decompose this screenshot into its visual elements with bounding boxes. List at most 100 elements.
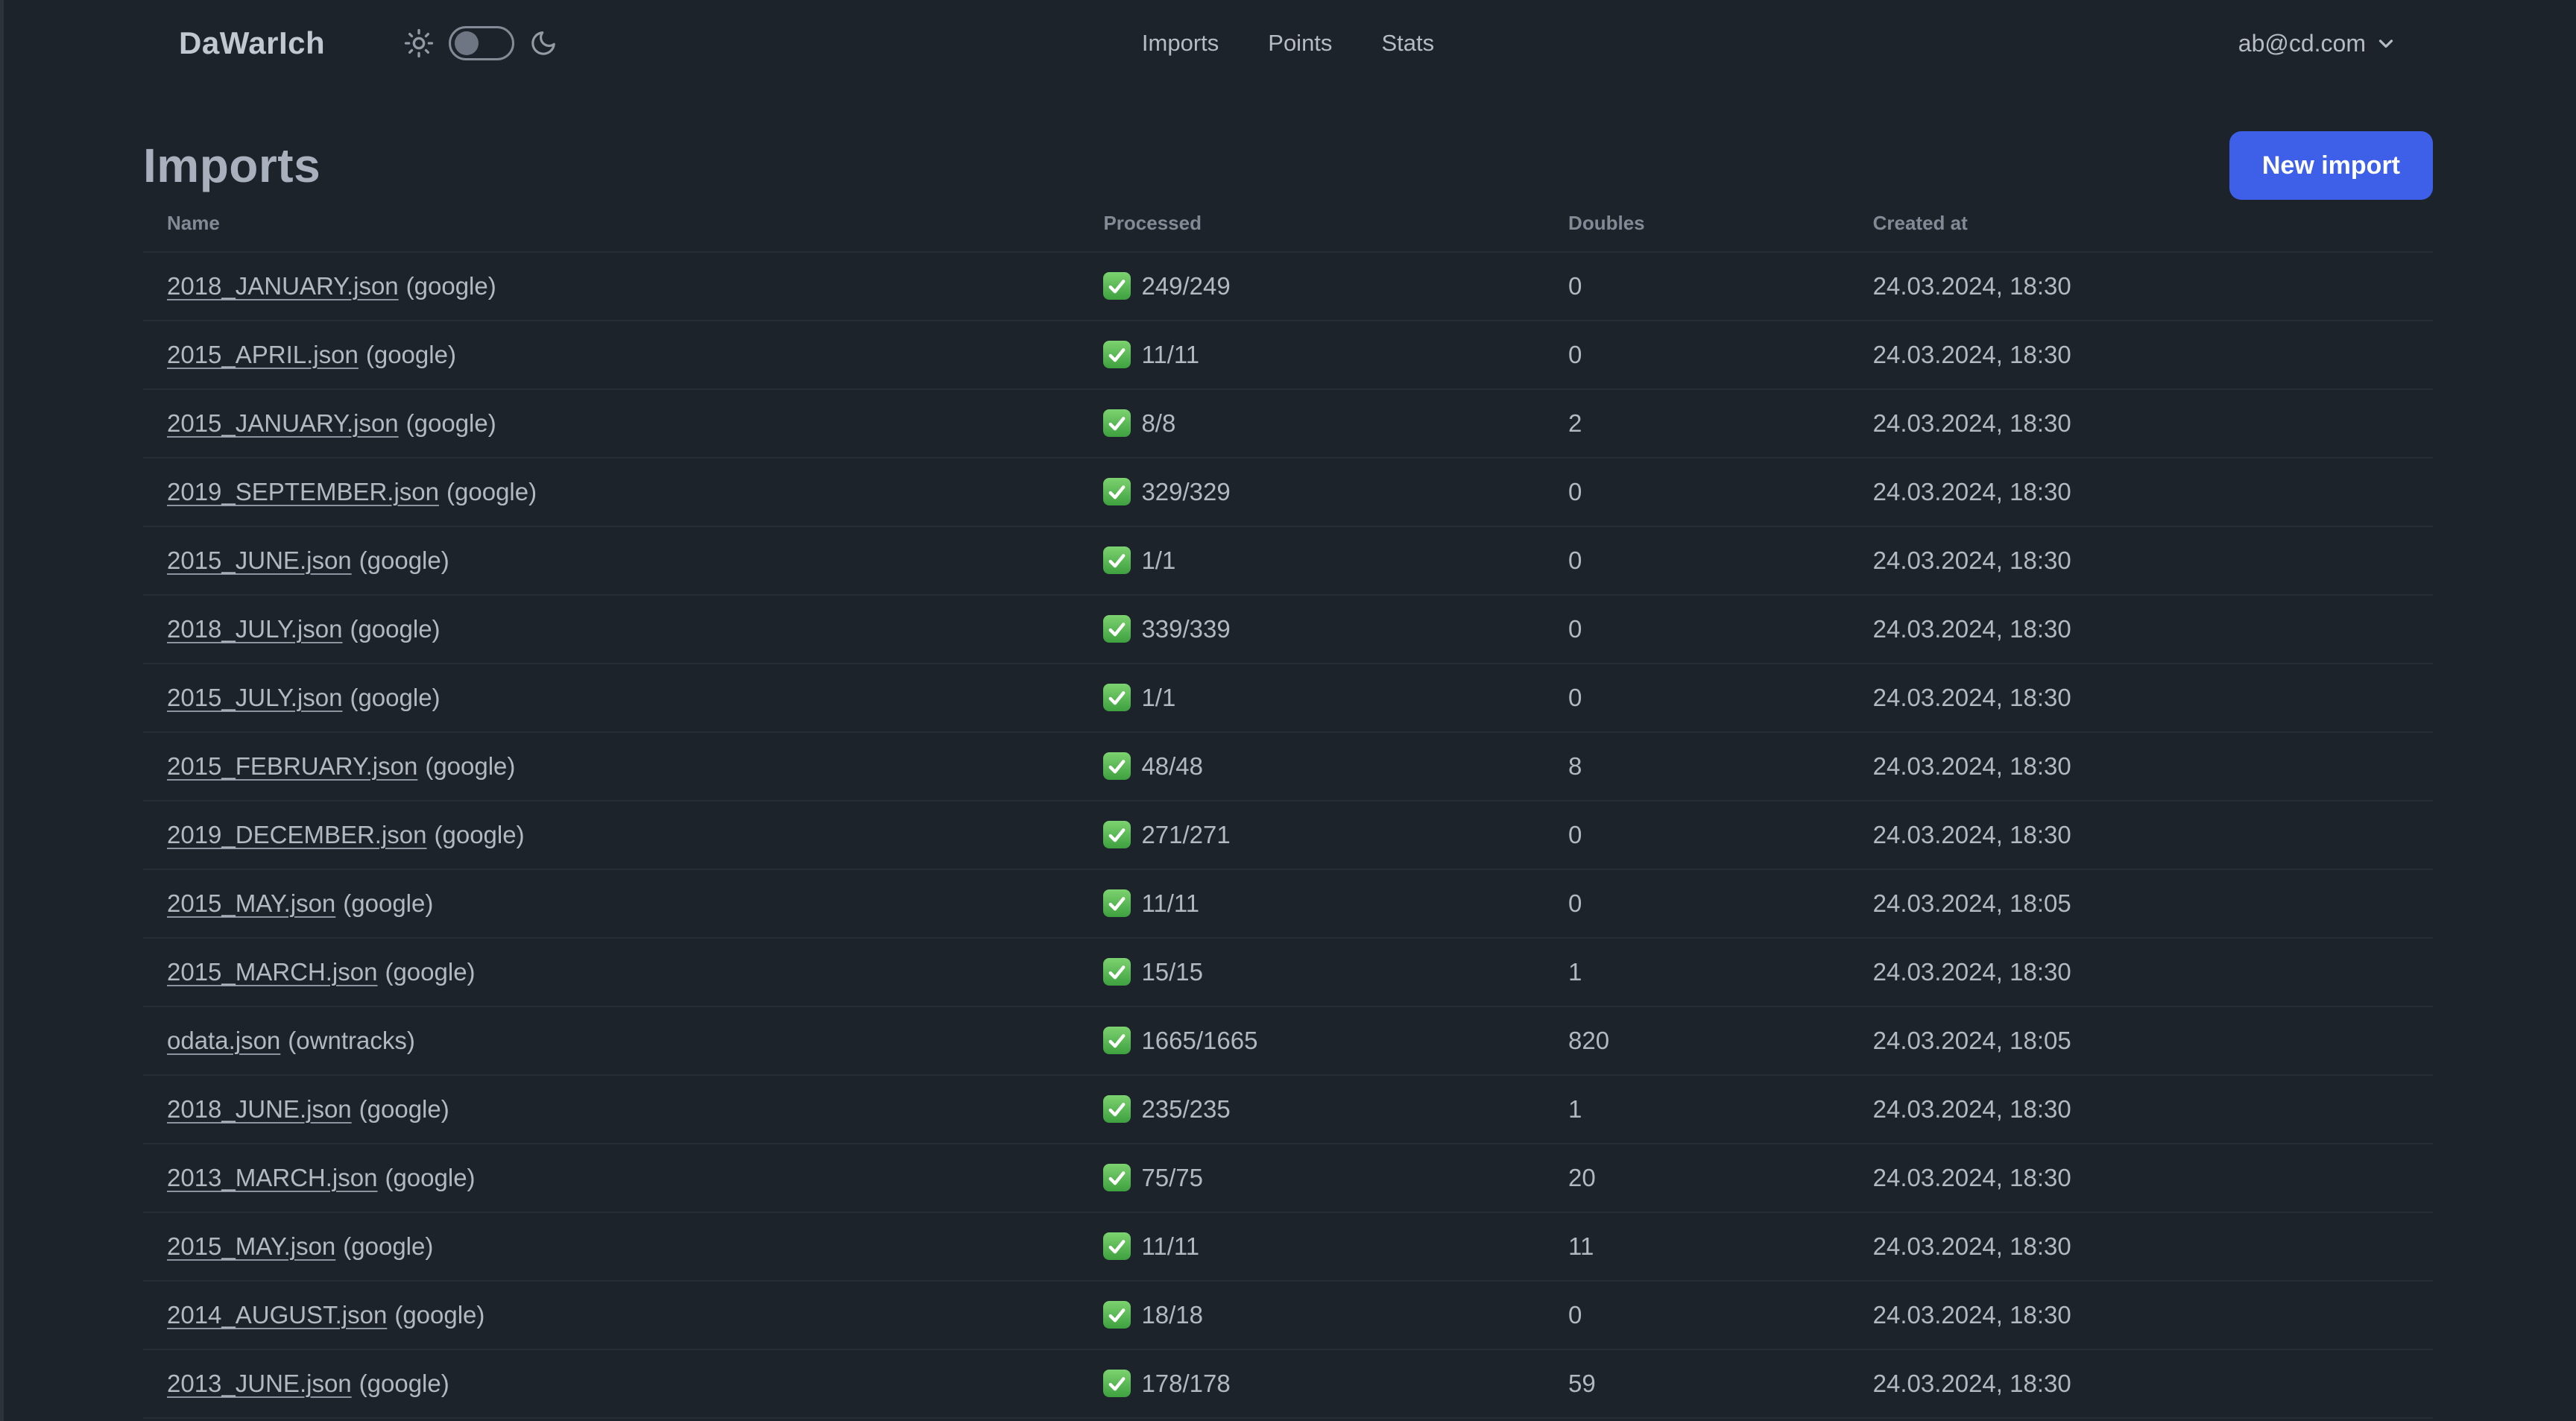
processed-count: 11/11 <box>1141 341 1200 368</box>
doubles-cell: 0 <box>1544 664 1849 733</box>
name-cell: 2015_APRIL.json (google) <box>143 321 1080 390</box>
table-row: 2015_JULY.json (google) 1/1 0 24.03.2024,… <box>143 664 2433 733</box>
processed-cell: 1/1 <box>1079 526 1545 596</box>
table-row: 2015_MAY.json (google) 11/11 11 24.03.202… <box>143 1212 2433 1282</box>
processed-cell: 11/11 <box>1079 1212 1545 1282</box>
check-mark-icon <box>1103 1370 1131 1397</box>
theme-switch-knob <box>455 31 479 55</box>
name-cell: 2018_JULY.json (google) <box>143 595 1080 664</box>
import-file-link[interactable]: 2018_JUNE.json <box>167 1095 352 1123</box>
name-cell: 2014_AUGUST.json (google) <box>143 1281 1080 1350</box>
table-row: 2015_MAY.json (google) 11/11 0 24.03.2024… <box>143 869 2433 939</box>
doubles-cell: 2 <box>1544 389 1849 459</box>
created-at-cell: 24.03.2024, 18:30 <box>1849 664 2433 733</box>
import-file-link[interactable]: 2013_MARCH.json <box>167 1164 378 1191</box>
import-file-link[interactable]: 2014_AUGUST.json <box>167 1301 388 1329</box>
theme-toggle <box>404 26 558 60</box>
import-file-link[interactable]: 2015_FEBRUARY.json <box>167 752 418 780</box>
created-at-cell: 24.03.2024, 18:30 <box>1849 595 2433 664</box>
import-file-link[interactable]: 2015_JUNE.json <box>167 546 352 574</box>
table-row: 2013_MARCH.json (google) 75/75 20 24.03.2… <box>143 1144 2433 1213</box>
table-row: 2013_JUNE.json (google) 178/178 59 24.03.… <box>143 1349 2433 1419</box>
created-at-cell: 24.03.2024, 18:30 <box>1849 732 2433 801</box>
page-title: Imports <box>143 139 321 192</box>
import-file-link[interactable]: odata.json <box>167 1027 281 1054</box>
processed-count: 11/11 <box>1141 1232 1200 1260</box>
page-header: Imports New import <box>143 131 2433 200</box>
processed-count: 15/15 <box>1141 958 1204 986</box>
check-mark-icon <box>1103 1164 1131 1191</box>
processed-count: 249/249 <box>1141 272 1231 300</box>
doubles-cell: 20 <box>1544 1144 1849 1213</box>
import-source: (owntracks) <box>288 1027 415 1054</box>
import-source: (google) <box>394 1301 485 1329</box>
import-source: (google) <box>359 1370 449 1397</box>
nav-item-points[interactable]: Points <box>1268 30 1333 56</box>
import-source: (google) <box>385 958 476 986</box>
import-file-link[interactable]: 2015_MARCH.json <box>167 958 378 986</box>
column-header-processed: Processed <box>1079 200 1545 253</box>
import-file-link[interactable]: 2013_JUNE.json <box>167 1370 352 1397</box>
import-source: (google) <box>434 821 525 848</box>
created-at-cell: 24.03.2024, 18:30 <box>1849 389 2433 459</box>
processed-count: 18/18 <box>1141 1301 1204 1329</box>
nav-item-imports[interactable]: Imports <box>1141 30 1219 56</box>
created-at-cell: 24.03.2024, 18:30 <box>1849 1144 2433 1213</box>
import-source: (google) <box>405 409 496 437</box>
theme-switch[interactable] <box>449 26 515 60</box>
processed-cell: 178/178 <box>1079 1349 1545 1419</box>
table-row: 2015_JANUARY.json (google) 8/8 2 24.03.20… <box>143 389 2433 459</box>
name-cell: 2015_JUNE.json (google) <box>143 526 1080 596</box>
processed-count: 8/8 <box>1141 409 1176 437</box>
import-file-link[interactable]: 2015_JULY.json <box>167 684 343 711</box>
processed-cell: 329/329 <box>1079 458 1545 527</box>
app-logo[interactable]: DaWarIch <box>179 25 326 60</box>
check-mark-icon <box>1103 684 1131 711</box>
table-header-row: Name Processed Doubles Created at <box>143 200 2433 253</box>
import-file-link[interactable]: 2018_JULY.json <box>167 615 343 643</box>
import-source: (google) <box>359 1095 449 1123</box>
import-source: (google) <box>343 1232 434 1260</box>
table-row: 2018_JANUARY.json (google) 249/249 0 24.0… <box>143 252 2433 321</box>
processed-count: 339/339 <box>1141 615 1231 643</box>
import-source: (google) <box>385 1164 476 1191</box>
name-cell: 2015_JULY.json (google) <box>143 664 1080 733</box>
import-file-link[interactable]: 2015_APRIL.json <box>167 341 359 368</box>
column-header-doubles: Doubles <box>1544 200 1849 253</box>
moon-icon <box>529 29 558 57</box>
doubles-cell: 1 <box>1544 1075 1849 1144</box>
processed-count: 1/1 <box>1141 546 1176 574</box>
new-import-button[interactable]: New import <box>2229 131 2433 200</box>
check-mark-icon <box>1103 752 1131 780</box>
imports-table: Name Processed Doubles Created at 2018_J… <box>143 200 2433 1421</box>
import-file-link[interactable]: 2015_MAY.json <box>167 1232 336 1260</box>
import-file-link[interactable]: 2018_JANUARY.json <box>167 272 399 300</box>
processed-cell: 11/11 <box>1079 869 1545 939</box>
doubles-cell: 1 <box>1544 938 1849 1007</box>
table-row: 2019_SEPTEMBER.json (google) 329/329 0 24… <box>143 458 2433 527</box>
check-mark-icon <box>1103 958 1131 986</box>
account-menu[interactable]: ab@cd.com <box>2238 30 2397 57</box>
name-cell: 2018_JUNE.json (google) <box>143 1075 1080 1144</box>
processed-cell: 48/48 <box>1079 732 1545 801</box>
import-file-link[interactable]: 2015_MAY.json <box>167 889 336 917</box>
import-source: (google) <box>365 341 456 368</box>
name-cell: 2019_DECEMBER.json (google) <box>143 801 1080 870</box>
processed-cell: 18/18 <box>1079 1281 1545 1350</box>
import-file-link[interactable]: 2019_DECEMBER.json <box>167 821 427 848</box>
import-file-link[interactable]: 2015_JANUARY.json <box>167 409 399 437</box>
name-cell: 2019_SEPTEMBER.json (google) <box>143 458 1080 527</box>
doubles-cell: 0 <box>1544 252 1849 321</box>
table-row: 2014_AUGUST.json (google) 18/18 0 24.03.2… <box>143 1281 2433 1350</box>
name-cell <box>143 1418 1080 1421</box>
check-mark-icon <box>1103 478 1131 505</box>
import-file-link[interactable]: 2019_SEPTEMBER.json <box>167 478 440 505</box>
import-source: (google) <box>350 615 441 643</box>
name-cell: 2018_JANUARY.json (google) <box>143 252 1080 321</box>
import-source: (google) <box>405 272 496 300</box>
table-row: 2018_JULY.json (google) 339/339 0 24.03.2… <box>143 595 2433 664</box>
nav-item-stats[interactable]: Stats <box>1381 30 1435 56</box>
name-cell: odata.json (owntracks) <box>143 1006 1080 1076</box>
check-mark-icon <box>1103 615 1131 643</box>
processed-count: 48/48 <box>1141 752 1204 780</box>
